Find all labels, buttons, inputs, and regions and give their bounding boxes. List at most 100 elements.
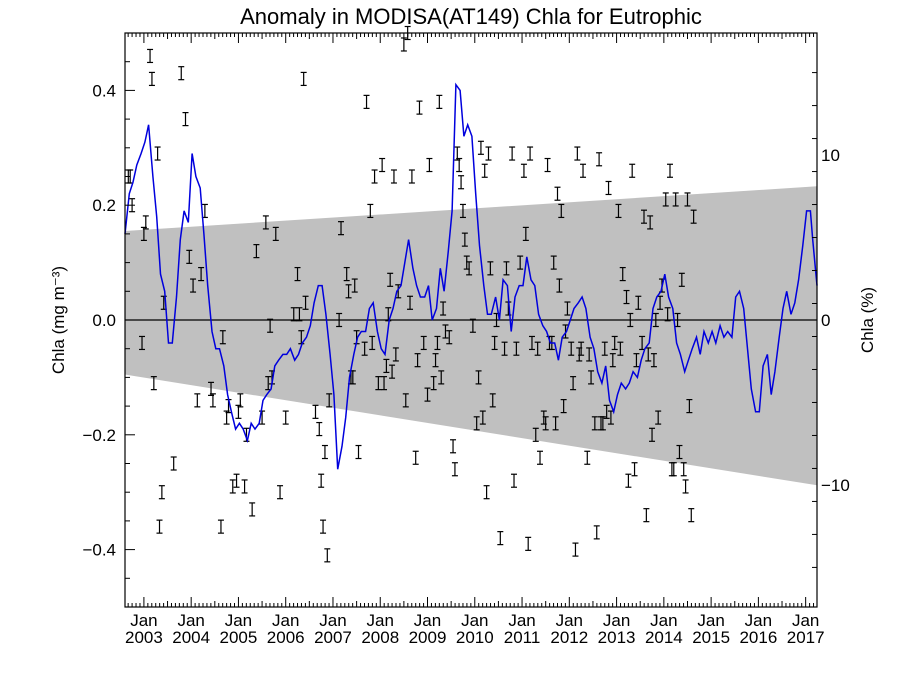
chart-title: Anomaly in MODISA(AT149) Chla for Eutrop… bbox=[240, 4, 702, 29]
data-point-errorbar bbox=[387, 272, 394, 287]
data-point-errorbar bbox=[469, 318, 476, 333]
x-tick-label-month: Jan bbox=[130, 611, 157, 630]
data-point-errorbar bbox=[662, 192, 669, 207]
data-point-errorbar bbox=[416, 100, 423, 115]
x-tick-label-month: Jan bbox=[225, 611, 252, 630]
data-point-errorbar bbox=[147, 48, 154, 64]
data-point-errorbar bbox=[371, 169, 378, 184]
data-point-errorbar bbox=[190, 278, 197, 293]
data-point-errorbar bbox=[609, 353, 616, 368]
data-point-errorbar bbox=[324, 548, 331, 563]
y-axis-right: 10 0 −10 bbox=[812, 72, 850, 568]
data-point-errorbar bbox=[686, 399, 693, 414]
data-point-errorbar bbox=[290, 307, 297, 322]
data-point-errorbar bbox=[259, 410, 266, 425]
x-tick-label-year: 2004 bbox=[172, 628, 210, 647]
data-point-errorbar bbox=[282, 410, 289, 425]
y2-tick-label: −10 bbox=[821, 476, 850, 495]
data-point-errorbar bbox=[381, 376, 388, 391]
data-point-errorbar bbox=[150, 376, 157, 391]
data-point-errorbar bbox=[321, 444, 328, 460]
data-point-errorbar bbox=[408, 169, 415, 184]
data-point-errorbar bbox=[491, 335, 498, 351]
data-point-errorbar bbox=[385, 307, 392, 322]
data-point-errorbar bbox=[294, 266, 301, 282]
data-point-errorbar bbox=[503, 261, 510, 276]
x-tick-label-year: 2016 bbox=[739, 628, 777, 647]
data-point-errorbar bbox=[475, 370, 482, 385]
plot-area bbox=[124, 25, 818, 608]
x-tick-label-year: 2007 bbox=[314, 628, 352, 647]
data-point-errorbar bbox=[690, 209, 697, 224]
data-point-errorbar bbox=[678, 272, 685, 287]
data-point-errorbar bbox=[615, 203, 622, 219]
data-point-errorbar bbox=[320, 519, 327, 534]
data-point-errorbar bbox=[655, 410, 662, 425]
data-point-errorbar bbox=[338, 221, 345, 236]
data-point-errorbar bbox=[253, 244, 260, 259]
data-point-errorbar bbox=[182, 111, 189, 127]
data-point-errorbar bbox=[588, 370, 595, 385]
data-point-errorbar bbox=[562, 324, 569, 339]
data-point-errorbar bbox=[629, 163, 636, 178]
data-point-errorbar bbox=[517, 255, 524, 270]
y-axis-label-right: Chla (%) bbox=[858, 287, 877, 353]
data-point-errorbar bbox=[586, 347, 593, 362]
y2-tick-label: 10 bbox=[821, 146, 840, 165]
data-point-errorbar bbox=[262, 215, 269, 230]
x-tick-label-month: Jan bbox=[650, 611, 677, 630]
data-point-errorbar bbox=[458, 175, 465, 190]
data-point-errorbar bbox=[326, 393, 333, 408]
x-tick-label-month: Jan bbox=[556, 611, 583, 630]
data-point-errorbar bbox=[647, 215, 654, 230]
data-point-errorbar bbox=[440, 301, 447, 316]
data-point-errorbar bbox=[631, 462, 638, 477]
data-point-errorbar bbox=[481, 163, 488, 178]
x-tick-label-year: 2009 bbox=[409, 628, 447, 647]
y-tick-label: 0.2 bbox=[92, 196, 116, 215]
data-point-errorbar bbox=[426, 157, 433, 173]
data-point-errorbar bbox=[520, 163, 527, 178]
y-tick-label: −0.2 bbox=[82, 426, 116, 445]
data-point-errorbar bbox=[178, 66, 185, 81]
x-tick-label-month: Jan bbox=[461, 611, 488, 630]
data-point-errorbar bbox=[466, 261, 473, 276]
data-point-errorbar bbox=[487, 261, 494, 276]
x-tick-label-month: Jan bbox=[745, 611, 772, 630]
data-point-errorbar bbox=[513, 341, 520, 356]
data-point-errorbar bbox=[605, 180, 612, 196]
data-point-errorbar bbox=[534, 341, 541, 356]
data-point-errorbar bbox=[525, 536, 532, 551]
data-point-errorbar bbox=[272, 226, 279, 241]
data-point-errorbar bbox=[619, 266, 626, 282]
data-point-errorbar bbox=[345, 284, 352, 299]
x-tick-label-year: 2011 bbox=[504, 628, 541, 647]
x-tick-label-year: 2003 bbox=[125, 628, 163, 647]
data-point-errorbar bbox=[436, 94, 443, 109]
data-point-errorbar bbox=[367, 203, 374, 219]
data-point-errorbar bbox=[343, 266, 350, 282]
data-point-errorbar bbox=[550, 255, 557, 270]
data-point-errorbar bbox=[473, 416, 480, 431]
data-point-errorbar bbox=[554, 186, 561, 201]
data-point-errorbar bbox=[355, 444, 362, 460]
data-point-errorbar bbox=[537, 450, 544, 465]
x-tick-label-year: 2013 bbox=[598, 628, 636, 647]
y-axis-label-left: Chla (mg m⁻³) bbox=[49, 266, 68, 374]
data-point-errorbar bbox=[511, 473, 518, 488]
data-point-errorbar bbox=[229, 479, 236, 494]
data-point-errorbar bbox=[682, 479, 689, 494]
confidence-band bbox=[125, 186, 817, 486]
data-point-errorbar bbox=[312, 404, 319, 419]
data-point-errorbar bbox=[509, 146, 516, 161]
x-tick-label-month: Jan bbox=[508, 611, 535, 630]
data-point-errorbar bbox=[430, 376, 437, 391]
data-point-errorbar bbox=[635, 295, 642, 310]
data-point-errorbar bbox=[461, 232, 468, 247]
data-point-errorbar bbox=[442, 324, 449, 339]
data-point-errorbar bbox=[277, 485, 284, 500]
data-point-errorbar bbox=[369, 335, 376, 351]
data-point-errorbar bbox=[194, 393, 201, 408]
data-point-errorbar bbox=[412, 450, 419, 465]
